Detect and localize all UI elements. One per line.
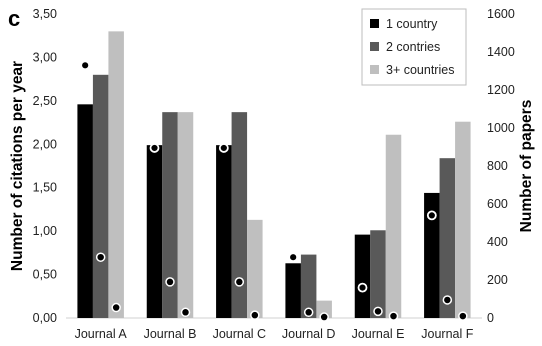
y-tick-label-right: 800	[487, 159, 508, 173]
y-tick-label-right: 1200	[487, 83, 515, 97]
y-tick-label-left: 1,50	[33, 181, 57, 195]
x-tick-label: Journal B	[144, 327, 197, 341]
legend: 1 country 2 contries 3+ countries	[361, 8, 467, 86]
x-tick-label: Journal D	[282, 327, 336, 341]
y-tick-label-left: 0,50	[33, 268, 57, 282]
y-axis-right-ticks: 0 200 400 600 800 1000 1200 1400 1600	[487, 7, 515, 325]
legend-box	[361, 8, 467, 86]
bar	[92, 74, 109, 318]
papers-marker	[111, 302, 121, 313]
y-tick-label-left: 2,50	[33, 94, 57, 108]
y-tick-label-right: 1000	[487, 121, 515, 135]
papers-marker	[80, 60, 91, 71]
bar	[216, 145, 232, 318]
bar	[77, 104, 93, 319]
y-tick-label-right: 400	[487, 235, 508, 249]
y-axis-left-ticks: 0,00 0,50 1,00 1,50 2,00 2,50 3,00 3,50	[33, 7, 57, 325]
papers-marker	[442, 295, 453, 305]
bar	[285, 263, 301, 318]
y-axis-title-right: Number of papers	[518, 100, 535, 233]
papers-marker	[388, 311, 399, 321]
bar	[316, 300, 332, 318]
bar	[177, 112, 194, 318]
bar	[108, 31, 124, 318]
y-tick-label-right: 1400	[487, 45, 515, 59]
x-tick-label: Journal E	[352, 327, 405, 341]
papers-marker	[149, 143, 160, 153]
papers-marker	[95, 252, 106, 262]
bar	[385, 134, 402, 318]
papers-marker	[234, 277, 245, 287]
y-tick-label-left: 3,00	[33, 50, 57, 64]
papers-marker	[319, 312, 329, 322]
legend-swatch	[370, 65, 379, 74]
bar	[370, 230, 386, 318]
papers-marker	[303, 307, 314, 318]
bar	[424, 192, 440, 318]
y-axis-title-left: Number of citations per year	[9, 61, 26, 271]
papers-marker	[458, 311, 468, 321]
y-tick-label-left: 0,00	[33, 311, 57, 325]
legend-label: 1 country	[386, 17, 438, 31]
y-tick-label-right: 1600	[487, 7, 515, 21]
x-tick-label: Journal F	[421, 327, 473, 341]
papers-marker	[218, 143, 229, 153]
papers-marker	[180, 307, 191, 318]
bar	[439, 158, 456, 318]
y-tick-label-left: 3,50	[33, 7, 57, 21]
x-tick-label: Journal A	[75, 327, 128, 341]
papers-marker	[250, 310, 260, 320]
panel-letter: c	[8, 6, 20, 31]
legend-swatch	[370, 19, 379, 28]
bar	[247, 219, 263, 318]
x-tick-label: Journal C	[213, 327, 267, 341]
bar	[231, 112, 248, 318]
bar	[162, 112, 178, 318]
legend-swatch	[370, 42, 379, 51]
bar	[146, 145, 163, 318]
papers-marker	[373, 306, 383, 317]
papers-marker	[165, 277, 175, 287]
y-tick-label-right: 200	[487, 273, 508, 287]
papers-markers-layer	[80, 60, 468, 322]
bar	[300, 254, 317, 318]
x-axis-category-labels: Journal A Journal B Journal C Journal D Jour…	[75, 327, 474, 341]
papers-marker	[357, 282, 368, 293]
y-tick-label-left: 2,00	[33, 137, 57, 151]
legend-label: 2 contries	[386, 40, 440, 54]
y-tick-label-right: 0	[487, 311, 494, 325]
y-tick-label-right: 600	[487, 197, 508, 211]
papers-marker	[288, 252, 299, 263]
bar	[354, 234, 371, 318]
papers-marker	[426, 210, 437, 221]
legend-label: 3+ countries	[386, 63, 454, 77]
y-tick-label-left: 1,00	[33, 224, 57, 238]
bars-layer	[77, 31, 471, 319]
bar	[455, 121, 471, 319]
